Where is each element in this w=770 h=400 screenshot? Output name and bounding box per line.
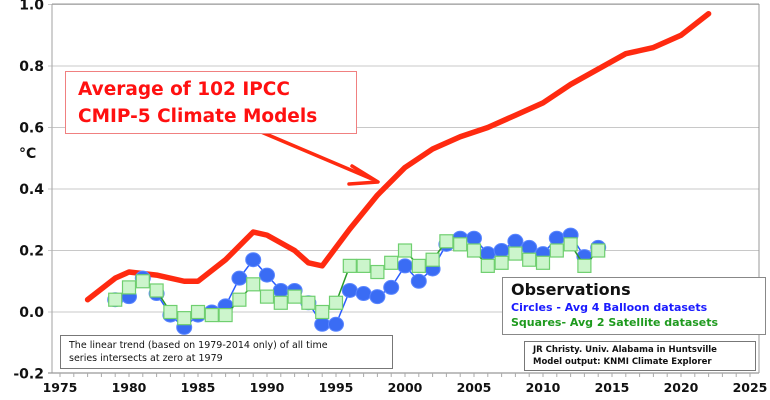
y-tick-label: 0.4 bbox=[19, 182, 44, 198]
satellite-data-point bbox=[135, 274, 150, 289]
y-tick-label: -0.2 bbox=[13, 367, 44, 383]
x-tick-label: 2005 bbox=[457, 380, 492, 395]
satellite-data-point bbox=[342, 258, 357, 273]
balloon-data-point bbox=[355, 286, 372, 302]
balloon-data-point bbox=[466, 230, 482, 246]
balloon-data-point bbox=[328, 316, 344, 332]
satellite-data-point bbox=[439, 234, 454, 249]
x-tick-label: 1980 bbox=[112, 380, 147, 395]
satellite-data-point bbox=[287, 289, 302, 304]
satellite-data-point bbox=[259, 289, 275, 304]
x-tick-label: 1990 bbox=[250, 380, 285, 395]
model-annotation-text: Average of 102 IPCC CMIP-5 Climate Model… bbox=[78, 76, 317, 130]
balloon-data-point bbox=[493, 243, 510, 258]
satellite-data-point bbox=[328, 295, 344, 310]
satellite-data-point bbox=[453, 237, 468, 252]
satellite-data-point bbox=[232, 292, 247, 307]
satellite-data-point bbox=[549, 243, 564, 258]
x-tick-labels: 1975 1980 1985 1990 1995 2000 2005 2010 2015 2020… bbox=[43, 380, 768, 395]
credit-line1: JR Christy. Univ. Alabama in Huntsville bbox=[533, 345, 717, 355]
y-tick-label: 0.0 bbox=[19, 305, 44, 321]
satellite-data-point bbox=[508, 246, 523, 261]
balloon-data-point bbox=[369, 289, 386, 305]
balloon-data-point bbox=[397, 258, 413, 274]
balloon-data-point bbox=[341, 282, 358, 298]
legend-entry-circles: Circles - Avg 4 Balloon datasets bbox=[511, 301, 708, 314]
x-tick-label: 2010 bbox=[526, 380, 561, 395]
y-tick-labels: -0.2 0.0 0.2 0.4 0.6 0.8 1.0 bbox=[13, 0, 44, 383]
balloon-data-point bbox=[521, 239, 538, 255]
y-tick-label: 1.0 bbox=[19, 0, 44, 14]
satellite-data-point bbox=[397, 243, 413, 258]
balloon-data-point bbox=[231, 270, 248, 286]
satellite-data-point bbox=[522, 252, 537, 267]
satellite-data-point bbox=[190, 304, 206, 320]
satellite-data-point bbox=[370, 264, 385, 280]
satellite-data-point bbox=[204, 307, 219, 323]
credit-line2: Model output: KNMI Climate Explorer bbox=[533, 357, 712, 367]
balloon-data-point bbox=[507, 233, 524, 249]
satellite-data-point bbox=[108, 292, 123, 307]
x-tick-label: 2025 bbox=[733, 380, 768, 395]
satellite-data-point bbox=[591, 243, 606, 258]
arrow-head bbox=[347, 164, 380, 186]
y-tick-label: 0.2 bbox=[19, 244, 44, 260]
satellite-data-point bbox=[121, 280, 137, 295]
satellite-data-point bbox=[177, 311, 192, 326]
balloon-data-point bbox=[479, 246, 496, 262]
satellite-data-point bbox=[480, 258, 495, 273]
y-tick-label: 0.6 bbox=[19, 121, 44, 137]
satellite-data-point bbox=[577, 258, 592, 273]
x-tick-label: 2020 bbox=[664, 380, 699, 395]
trend-note-line1: The linear trend (based on 1979-2014 onl… bbox=[69, 340, 328, 351]
trend-note-box: The linear trend (based on 1979-2014 onl… bbox=[60, 335, 393, 369]
balloon-data-point bbox=[314, 316, 331, 332]
x-tick-label: 1995 bbox=[319, 380, 354, 395]
y-axis-unit-label: °C bbox=[19, 146, 37, 162]
satellite-data-point bbox=[384, 255, 399, 270]
satellite-data-point bbox=[563, 237, 578, 252]
satellite-data-point bbox=[425, 252, 440, 267]
satellite-data-point bbox=[535, 255, 551, 270]
balloon-data-point bbox=[548, 230, 565, 246]
y-tick-label: 0.8 bbox=[19, 59, 44, 75]
balloon-data-point bbox=[245, 252, 262, 268]
balloon-data-point bbox=[383, 279, 400, 295]
satellite-data-point bbox=[466, 243, 482, 258]
satellite-data-point bbox=[246, 277, 261, 292]
balloon-data-point bbox=[410, 273, 427, 289]
trend-note-line2: series intersects at zero at 1979 bbox=[69, 353, 223, 364]
balloon-data-point bbox=[259, 267, 275, 283]
model-average-line bbox=[84, 10, 712, 303]
series-layer bbox=[84, 10, 712, 335]
credit-box: JR Christy. Univ. Alabama in Huntsville … bbox=[524, 341, 756, 371]
satellite-data-point bbox=[218, 307, 233, 323]
legend-entry-squares: Squares- Avg 2 Satellite datasets bbox=[511, 316, 719, 329]
balloon-data-point bbox=[272, 282, 289, 298]
legend: Observations Circles - Avg 4 Balloon dat… bbox=[502, 277, 766, 335]
model-annotation-box: Average of 102 IPCC CMIP-5 Climate Model… bbox=[65, 71, 357, 134]
legend-title: Observations bbox=[511, 280, 631, 299]
satellite-data-point bbox=[149, 283, 164, 298]
satellite-data-point bbox=[301, 295, 316, 310]
satellite-data-point bbox=[315, 304, 330, 320]
x-tick-label: 2015 bbox=[595, 380, 630, 395]
satellite-data-point bbox=[411, 258, 426, 273]
satellite-data-point bbox=[273, 295, 288, 310]
series-model-average bbox=[84, 10, 712, 303]
axes bbox=[48, 3, 760, 377]
x-tick-label: 1985 bbox=[181, 380, 216, 395]
satellite-data-point bbox=[356, 258, 371, 273]
x-tick-label: 2000 bbox=[388, 380, 423, 395]
satellite-data-point bbox=[494, 255, 509, 270]
model-annotation-line2: CMIP-5 Climate Models bbox=[78, 106, 318, 127]
x-tick-label: 1975 bbox=[43, 380, 78, 395]
series-satellite bbox=[108, 234, 606, 326]
satellite-data-point bbox=[163, 304, 178, 320]
model-annotation-line1: Average of 102 IPCC bbox=[78, 79, 290, 100]
